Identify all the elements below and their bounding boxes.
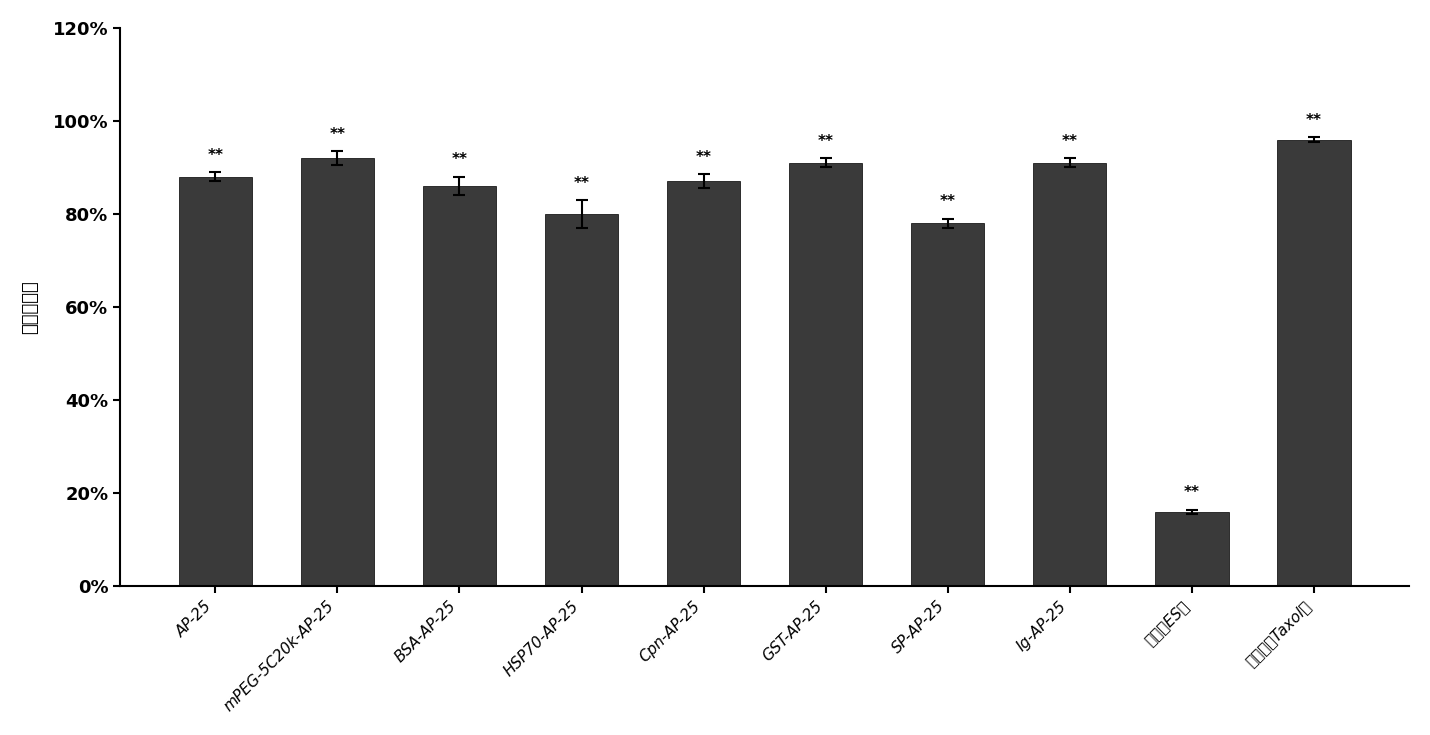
Text: **: ** <box>573 176 589 190</box>
Bar <box>666 182 741 587</box>
Bar <box>1277 140 1350 587</box>
Bar <box>1034 162 1107 587</box>
Text: **: ** <box>1062 134 1078 148</box>
Bar <box>1155 512 1228 587</box>
Text: **: ** <box>1306 113 1321 128</box>
Y-axis label: 增殖抑制率: 增殖抑制率 <box>21 280 39 334</box>
Bar <box>789 162 862 587</box>
Bar <box>911 223 984 587</box>
Bar <box>300 158 375 587</box>
Bar <box>545 214 618 587</box>
Text: **: ** <box>695 150 712 165</box>
Bar <box>179 176 252 587</box>
Text: **: ** <box>1184 485 1200 501</box>
Text: **: ** <box>207 148 223 162</box>
Text: **: ** <box>818 134 834 148</box>
Text: **: ** <box>940 194 955 209</box>
Text: **: ** <box>329 127 346 142</box>
Text: **: ** <box>452 152 468 168</box>
Bar <box>423 186 496 587</box>
